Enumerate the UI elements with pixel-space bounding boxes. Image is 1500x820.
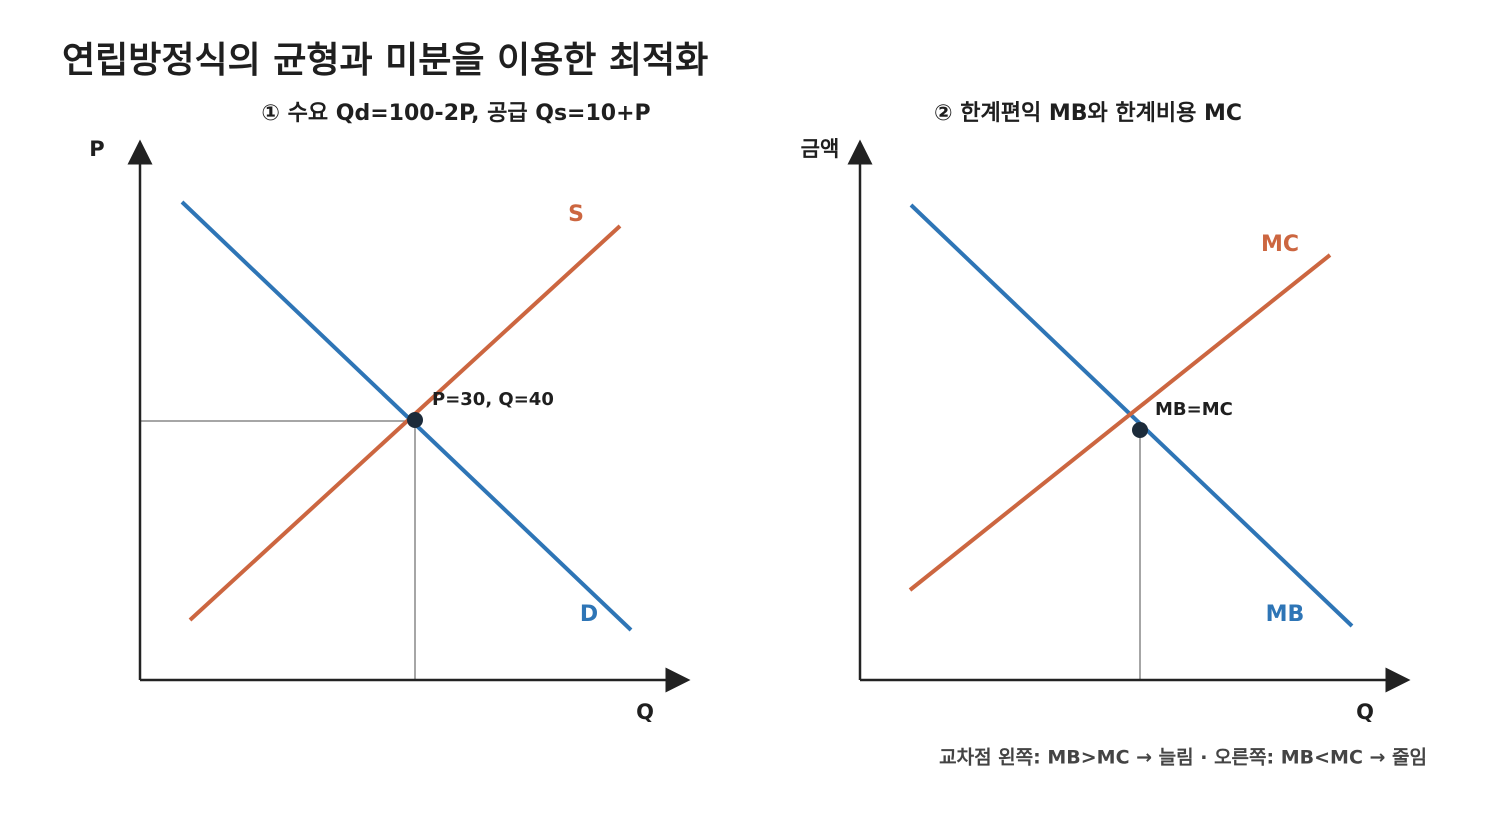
panel-title: ① 수요 Qd=100-2P, 공급 Qs=10+P (261, 101, 650, 126)
x-axis-label: Q (1356, 700, 1374, 724)
benefit-label: MB (1266, 602, 1305, 627)
cost-label: MC (1261, 232, 1299, 257)
panel-title: ② 한계편익 MB와 한계비용 MC (934, 101, 1242, 126)
equilibrium-point (407, 412, 423, 428)
page-title: 연립방정식의 균형과 미분을 이용한 최적화 (62, 40, 708, 81)
footnote: 교차점 왼쪽: MB>MC → 늘림 · 오른쪽: MB<MC → 줄임 (939, 747, 1427, 769)
y-axis-label: P (89, 137, 104, 161)
panel-equilibrium: ① 수요 Qd=100-2P, 공급 Qs=10+P P Q S D P=30,… (89, 101, 691, 724)
x-axis-label: Q (636, 700, 654, 724)
supply-line (188, 224, 622, 622)
demand-line (180, 200, 633, 632)
point-label: MB=MC (1155, 399, 1233, 420)
supply-label: S (568, 202, 584, 227)
point-label: P=30, Q=40 (432, 389, 554, 410)
panel-optimization: ② 한계편익 MB와 한계비용 MC 금액 Q MC MB MB=MC (801, 101, 1411, 724)
demand-label: D (580, 602, 598, 627)
y-axis-label: 금액 (801, 137, 840, 161)
optimum-point (1132, 422, 1148, 438)
cost-line (908, 253, 1332, 592)
